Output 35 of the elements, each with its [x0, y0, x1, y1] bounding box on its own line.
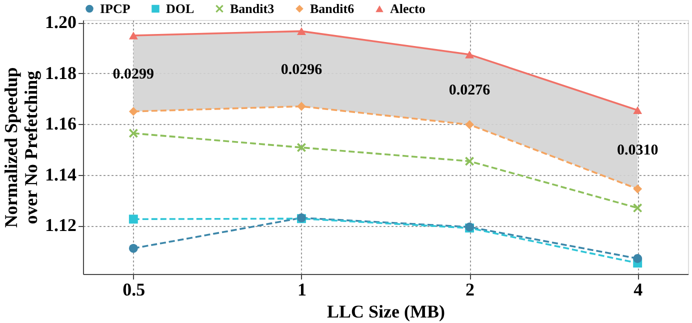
y-tick-label: 1.12 [45, 215, 76, 236]
y-tick-label: 1.14 [45, 164, 76, 184]
legend-label: Alecto [390, 0, 426, 16]
point [633, 184, 642, 194]
x-tick-label: 0.5 [122, 280, 146, 300]
point [465, 50, 474, 58]
point [128, 244, 138, 253]
annotation: 0.0310 [616, 142, 658, 159]
legend-label: DOL [166, 0, 194, 16]
point [633, 203, 642, 212]
point [633, 106, 642, 114]
x-tick-label: 4 [634, 280, 643, 300]
point [465, 156, 474, 166]
x-tick-label: 2 [466, 280, 475, 300]
point [128, 214, 138, 224]
x-axis-title: LLC Size (MB) [327, 302, 445, 322]
annotation: 0.0276 [448, 82, 491, 99]
point [128, 106, 138, 116]
y-tick-label: 1.18 [45, 62, 76, 83]
annotation: 0.0299 [112, 66, 154, 82]
y-tick-label: 1.20 [45, 12, 76, 32]
point [633, 254, 642, 263]
point [465, 120, 474, 130]
x-tick-label: 1 [297, 280, 306, 300]
point [297, 143, 306, 152]
point [297, 27, 306, 36]
legend-label: Bandit3 [230, 0, 275, 16]
point [128, 128, 138, 138]
y-tick-label: 1.16 [45, 114, 76, 134]
legend-label: Bandit6 [310, 0, 355, 16]
legend-label: IPCP [100, 0, 130, 16]
y-axis-title: Normalized Speedup over No Prefetching [1, 67, 41, 228]
annotation: 0.0296 [280, 62, 323, 78]
point [297, 102, 306, 111]
point [128, 32, 138, 40]
